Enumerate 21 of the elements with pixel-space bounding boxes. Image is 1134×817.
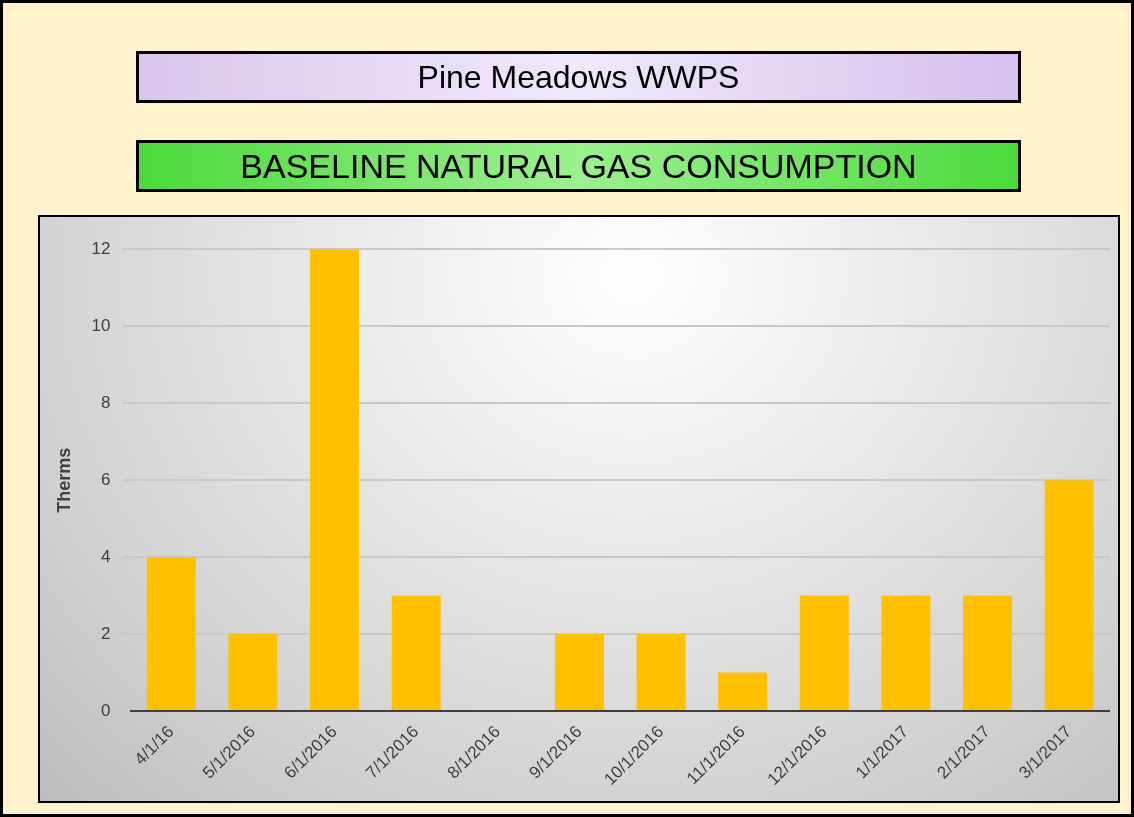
chart-subtitle: BASELINE NATURAL GAS CONSUMPTION	[136, 140, 1021, 192]
y-tick-label: 8	[101, 392, 111, 412]
bar	[391, 595, 441, 711]
bar	[636, 634, 686, 711]
bar	[963, 595, 1013, 711]
y-axis-title: Therms	[53, 447, 74, 513]
bar	[310, 249, 360, 711]
bar	[1044, 480, 1094, 711]
chart-title: Pine Meadows WWPS	[136, 51, 1021, 103]
y-tick-label: 12	[91, 238, 111, 258]
bar	[799, 595, 849, 711]
bar	[228, 634, 278, 711]
bar	[718, 672, 768, 711]
y-tick-label: 2	[101, 623, 111, 643]
bar	[881, 595, 931, 711]
bar	[146, 557, 196, 711]
y-tick-label: 4	[101, 546, 111, 566]
y-tick-label: 0	[101, 700, 111, 720]
y-tick-label: 10	[91, 315, 111, 335]
y-tick-label: 6	[101, 469, 111, 489]
bar	[554, 634, 604, 711]
